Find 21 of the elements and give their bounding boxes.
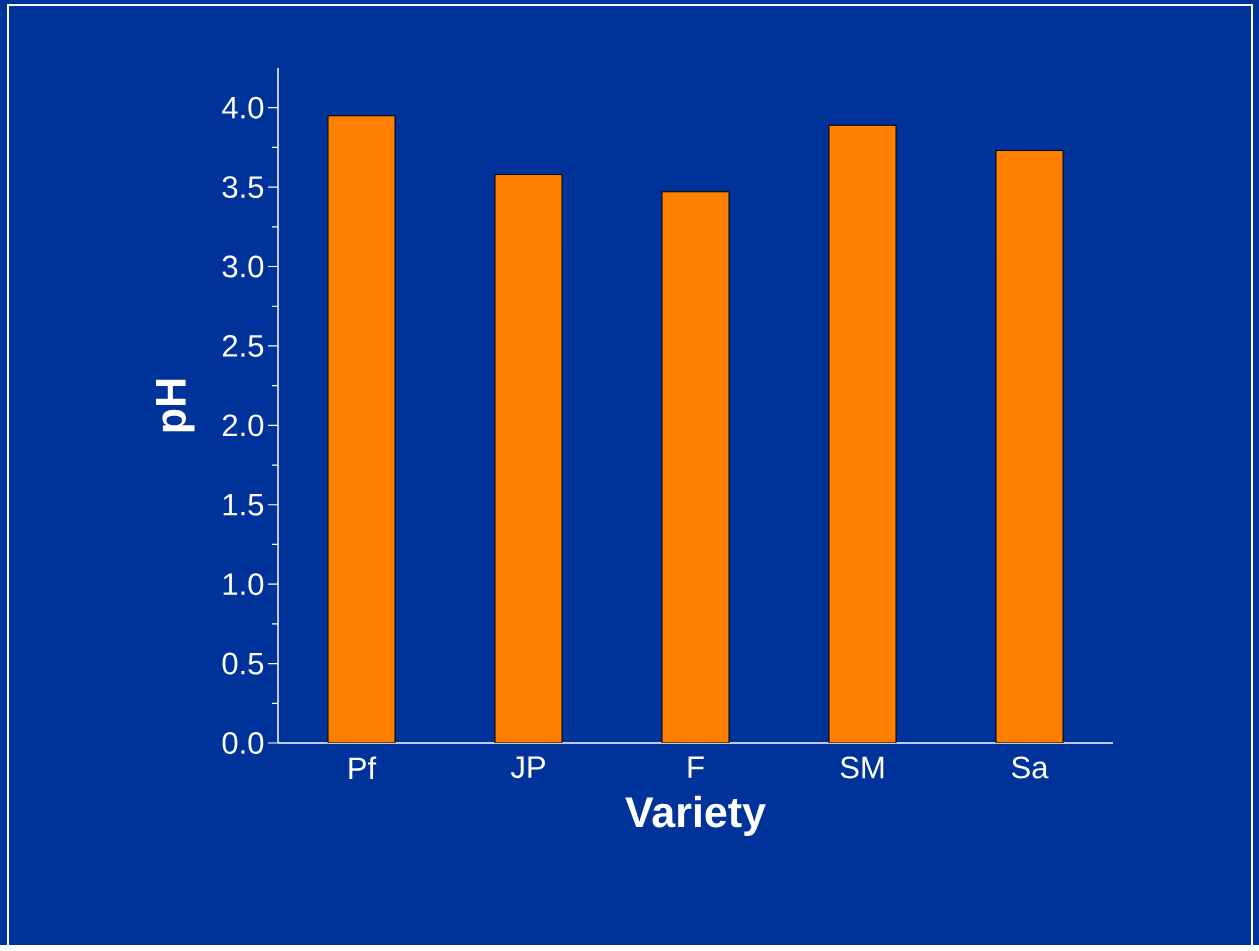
y-tick-label: 1.0 (223, 573, 264, 596)
y-tick-label: 4.0 (222, 96, 264, 119)
x-tick-label: F (688, 756, 704, 778)
bar (995, 150, 1064, 743)
y-tick-label: 1.5 (223, 493, 264, 516)
bar (494, 173, 563, 743)
y-tick-label: 3.0 (222, 255, 264, 278)
x-tick-label: JP (510, 756, 545, 779)
y-tick-label: 3.5 (222, 176, 264, 199)
y-axis-title: pH (156, 379, 195, 432)
x-tick-label: Sa (1011, 756, 1049, 779)
x-tick-label: Pf (349, 756, 377, 779)
bar (828, 124, 897, 743)
bar (661, 191, 730, 743)
y-tick-label: 2.0 (222, 414, 264, 437)
x-axis-title: Variety (625, 795, 766, 836)
y-tick-label: 0.5 (222, 652, 264, 675)
y-tick-label: 2.5 (222, 334, 264, 357)
x-tick-label: SM (840, 756, 884, 779)
bar (327, 115, 396, 743)
y-tick-label: 0.0 (222, 732, 264, 754)
